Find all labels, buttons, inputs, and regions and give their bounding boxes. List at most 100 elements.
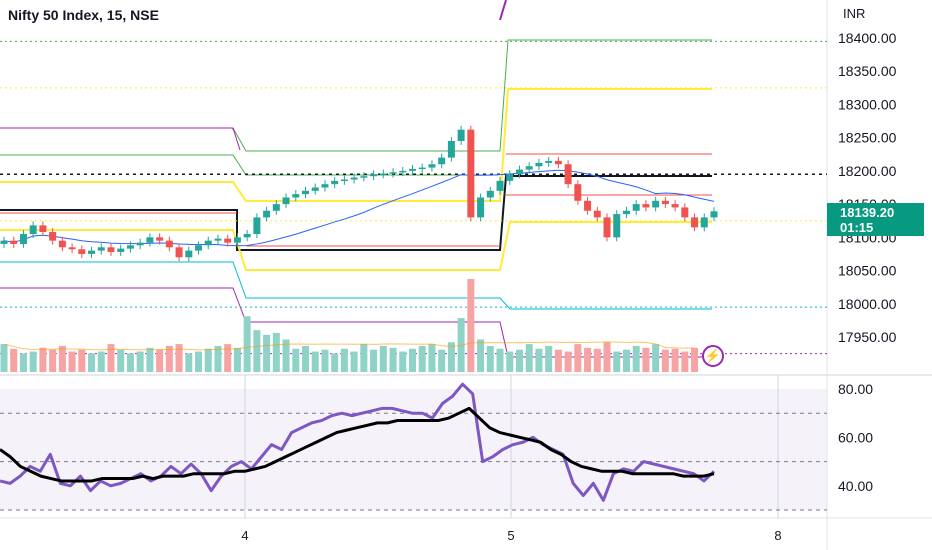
- volume-bar: [496, 348, 504, 372]
- candle-body: [331, 180, 339, 185]
- candle-body: [156, 237, 164, 241]
- candle-body: [165, 240, 173, 248]
- candle-body: [603, 217, 611, 238]
- volume-bar: [195, 351, 203, 372]
- volume-bar: [564, 351, 572, 372]
- volume-bar: [584, 347, 592, 372]
- candle-body: [671, 204, 679, 208]
- volume-bar: [671, 348, 679, 372]
- volume-bar: [126, 353, 134, 372]
- volume-bar: [486, 345, 494, 372]
- pivot-line-r2: [0, 154, 498, 176]
- volume-bar: [554, 349, 562, 372]
- volume-bar: [506, 351, 514, 372]
- volume-bar: [88, 353, 96, 372]
- candle-body: [428, 164, 436, 168]
- volume-bar: [233, 347, 241, 372]
- candle-body: [58, 240, 66, 248]
- volume-bar: [652, 344, 660, 372]
- candle-body: [652, 200, 660, 208]
- volume-bar: [535, 348, 543, 372]
- rsi-tick-label: 60.00: [838, 429, 873, 445]
- candle-body: [340, 179, 348, 182]
- candle-body: [88, 250, 96, 254]
- candle-body: [175, 247, 183, 258]
- candle-body: [535, 162, 543, 167]
- pivot-spike-purple: [499, 0, 507, 21]
- volume-bar: [691, 347, 699, 372]
- time-tick-label: 8: [774, 528, 781, 543]
- volume-bar: [117, 349, 125, 372]
- volume-bar: [321, 349, 329, 372]
- price-tick-label: 18400.00: [838, 30, 897, 46]
- candle-body: [467, 129, 475, 218]
- volume-bar: [408, 348, 416, 372]
- volume-bar: [642, 347, 650, 372]
- candle-body: [282, 197, 290, 205]
- price-tick-label: 18000.00: [838, 296, 897, 312]
- pivot-line-p: [0, 175, 712, 251]
- candle-body: [457, 129, 465, 141]
- volume-bar: [175, 344, 183, 372]
- pivot-line-s1: [0, 221, 712, 271]
- candle-body: [214, 238, 222, 241]
- time-tick-label: 5: [507, 528, 514, 543]
- last-price-badge[interactable]: 18139.20 01:15: [827, 203, 924, 236]
- candle-body: [574, 184, 582, 201]
- volume-bar: [574, 344, 582, 372]
- volume-bar: [340, 348, 348, 372]
- volume-ma-line: [3, 341, 695, 351]
- price-tick-label: 18200.00: [838, 163, 897, 179]
- bar-countdown: 01:15: [840, 220, 874, 235]
- chart-title: Nifty 50 Index, 15, NSE: [8, 7, 159, 23]
- time-tick-label: 4: [241, 528, 248, 543]
- candle-body: [379, 173, 387, 176]
- volume-bar: [525, 344, 533, 372]
- rsi-tick-label: 80.00: [838, 381, 873, 397]
- volume-bar: [107, 344, 115, 372]
- candle-body: [292, 194, 300, 198]
- candle-body: [613, 214, 621, 238]
- volume-bar: [681, 351, 689, 372]
- candle-body: [321, 184, 329, 188]
- candle-body: [117, 248, 125, 252]
- candle-body: [107, 247, 115, 252]
- candle-body: [506, 174, 514, 181]
- candle-body: [661, 200, 669, 205]
- volume-bar: [10, 348, 18, 372]
- flash-icon[interactable]: ⚡: [702, 345, 724, 367]
- candle-body: [78, 249, 86, 254]
- volume-bar: [350, 351, 358, 372]
- volume-bar: [360, 344, 368, 372]
- candle-body: [496, 180, 504, 191]
- candle-body: [486, 190, 494, 198]
- volume-bar: [379, 345, 387, 372]
- candle-body: [311, 187, 319, 191]
- candle-body: [408, 168, 416, 171]
- volume-bar: [477, 339, 485, 372]
- volume-bar: [632, 345, 640, 372]
- candle-body: [195, 245, 203, 251]
- volume-bar: [49, 349, 57, 372]
- candle-body: [554, 160, 562, 165]
- candle-body: [185, 250, 193, 258]
- candle-body: [700, 217, 708, 228]
- candle-body: [370, 174, 378, 177]
- volume-bar: [370, 349, 378, 372]
- candle-body: [19, 234, 27, 244]
- candle-body: [632, 204, 640, 211]
- volume-bar: [302, 345, 310, 372]
- rsi-line: [0, 382, 716, 502]
- candle-body: [477, 197, 485, 218]
- volume-bar: [272, 332, 280, 372]
- candle-body: [438, 157, 446, 165]
- volume-bar: [146, 347, 154, 372]
- pivot-line-s2: [0, 261, 712, 310]
- volume-bar: [78, 349, 86, 372]
- candle-body: [49, 232, 57, 241]
- price-tick-label: 18350.00: [838, 63, 897, 79]
- volume-bar: [593, 348, 601, 372]
- currency-label: INR: [843, 6, 866, 21]
- volume-bar: [515, 349, 523, 372]
